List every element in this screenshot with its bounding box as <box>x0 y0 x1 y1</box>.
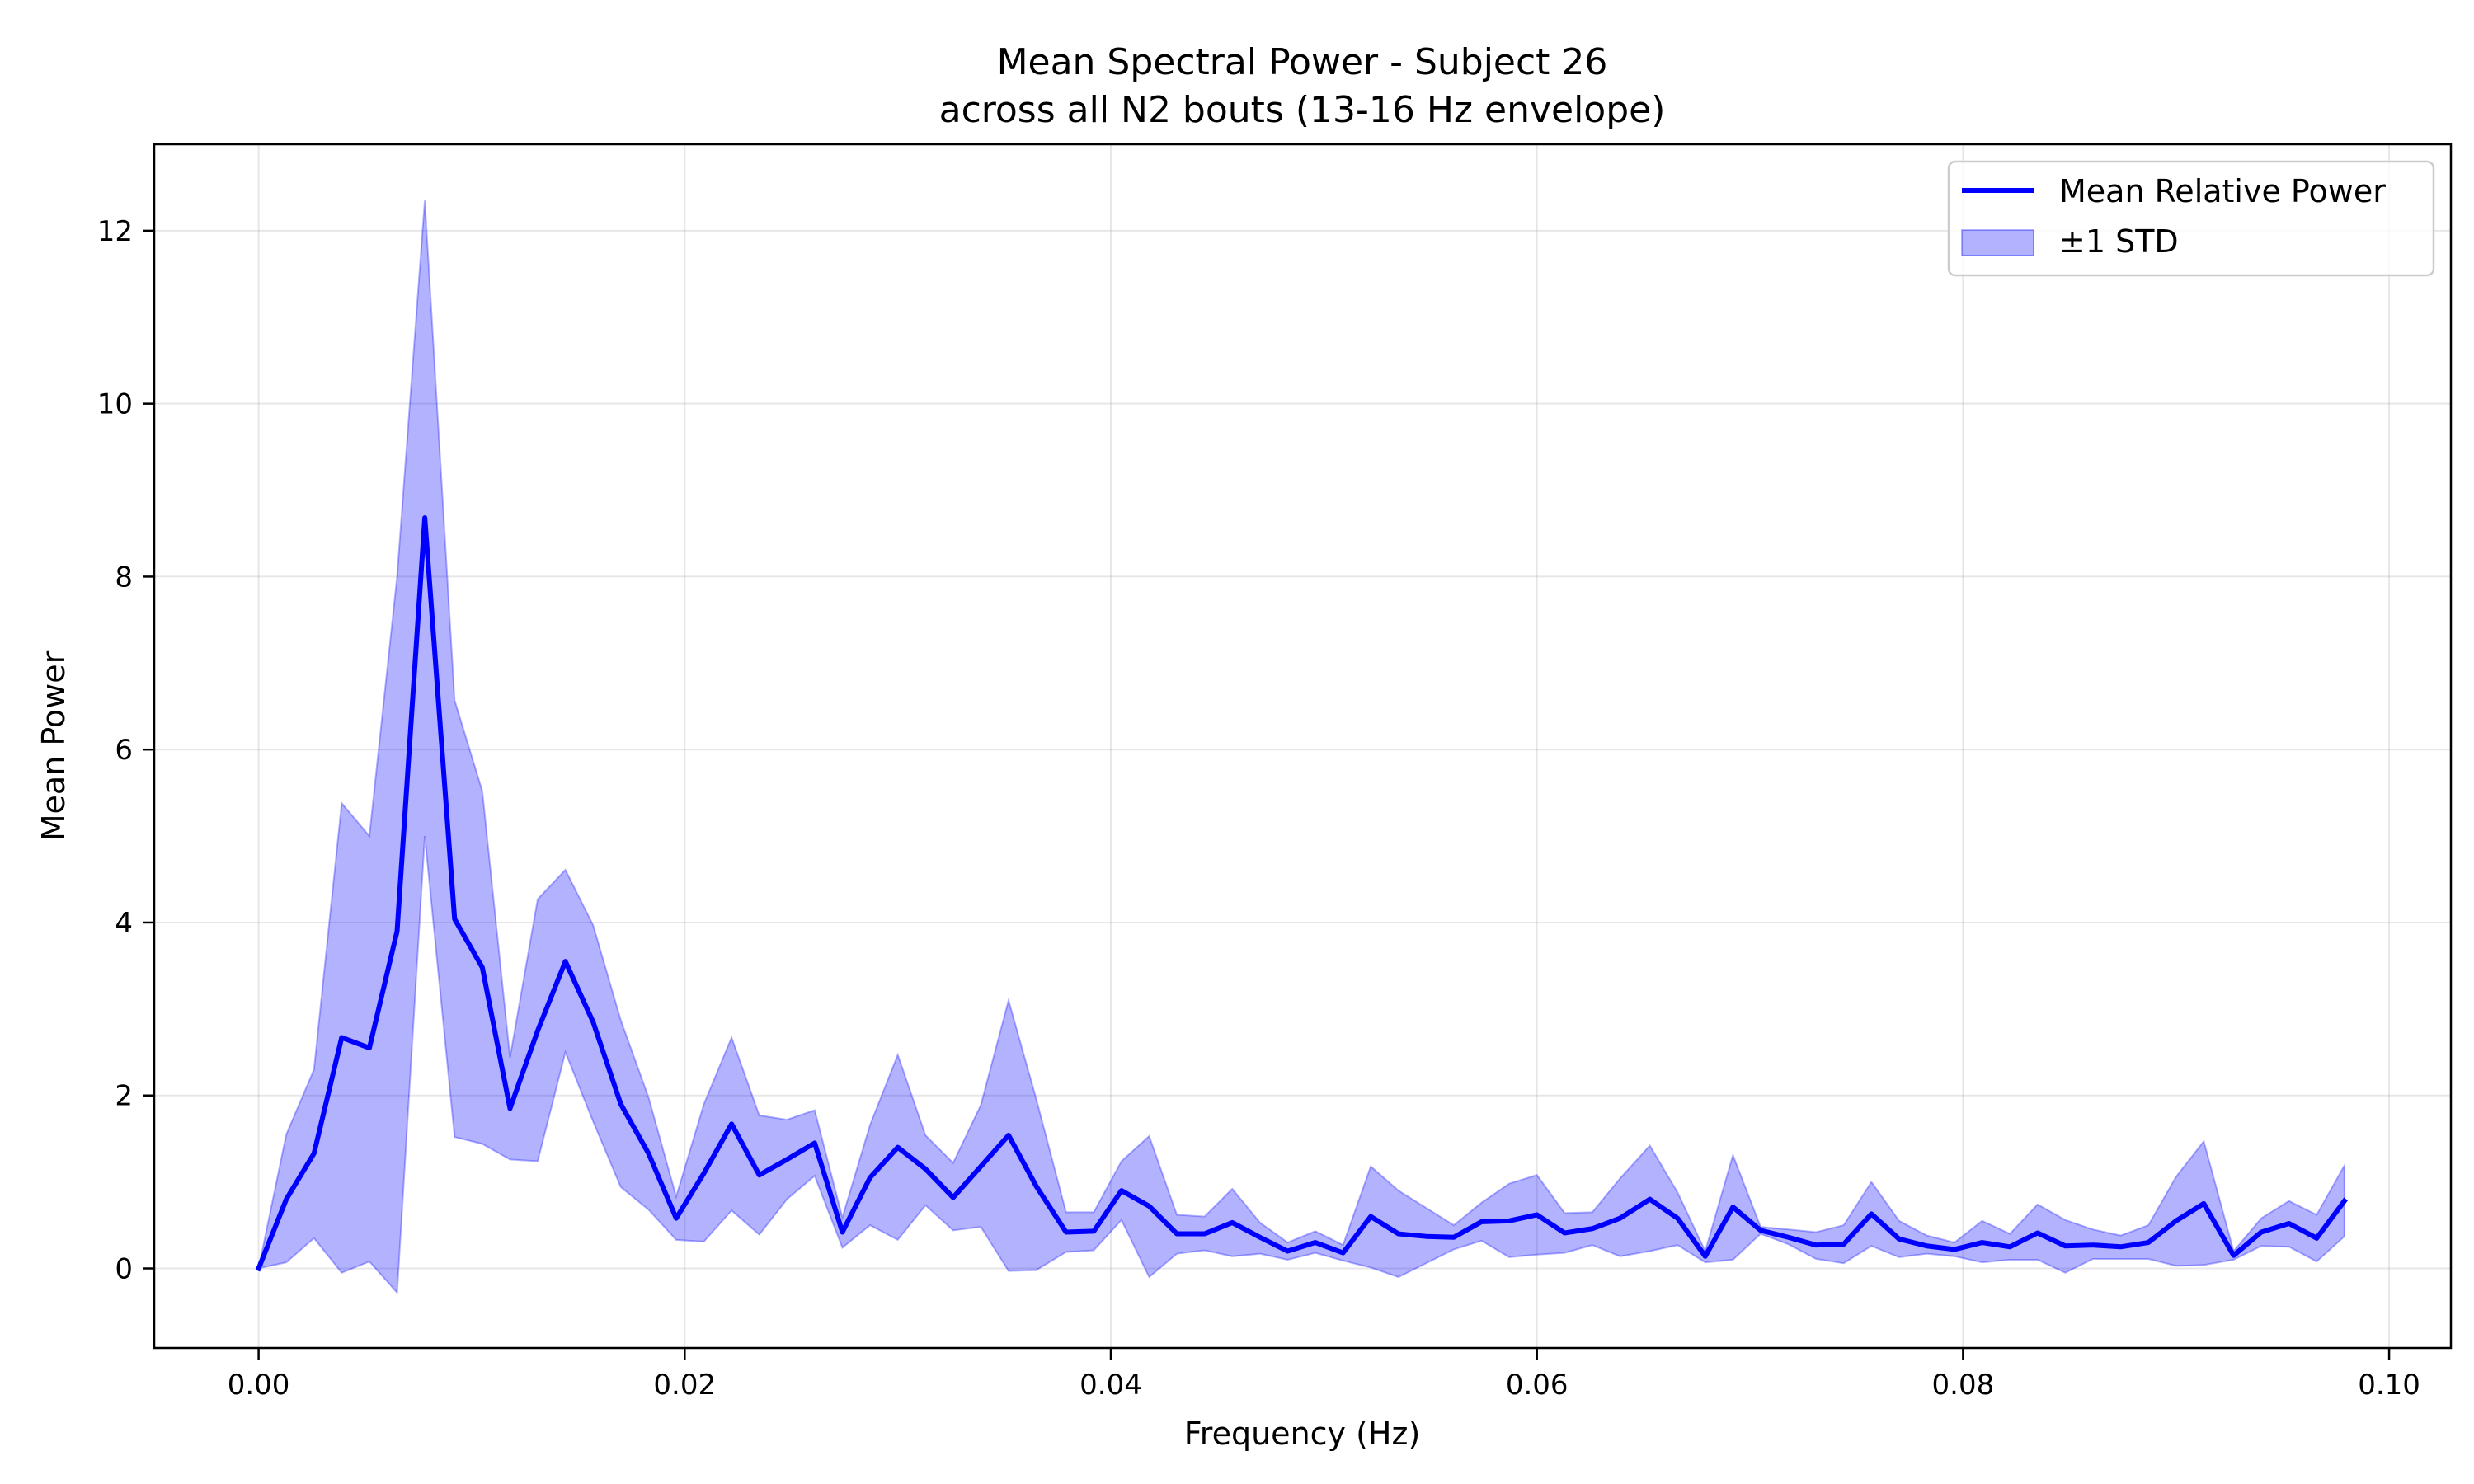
chart-subtitle: across all N2 bouts (13-16 Hz envelope) <box>939 89 1666 131</box>
y-tick-label: 12 <box>97 215 133 248</box>
x-tick-label: 0.00 <box>228 1369 290 1402</box>
chart-title: Mean Spectral Power - Subject 26 <box>997 41 1608 83</box>
x-tick-label: 0.04 <box>1079 1369 1142 1402</box>
y-axis-label: Mean Power <box>35 650 72 841</box>
legend-label-mean: Mean Relative Power <box>2059 173 2386 209</box>
x-tick-label: 0.02 <box>653 1369 716 1402</box>
x-tick-label: 0.10 <box>2358 1369 2420 1402</box>
y-tick-label: 8 <box>115 561 133 594</box>
y-tick-label: 10 <box>97 388 133 421</box>
x-axis-label: Frequency (Hz) <box>1184 1416 1421 1452</box>
legend-label-std: ±1 STD <box>2059 223 2179 260</box>
grid <box>154 144 2451 1348</box>
mean-line-layer <box>255 515 2349 1272</box>
plot-frame <box>153 143 2453 1350</box>
y-tick-label: 4 <box>115 907 133 940</box>
legend-box <box>1947 160 2435 277</box>
y-tick-label: 2 <box>115 1080 133 1113</box>
x-tick-label: 0.06 <box>1506 1369 1569 1402</box>
axis-ticks: 0.00 0.02 0.04 0.06 0.08 0.10 0 2 4 6 8 10 12 <box>97 215 2420 1402</box>
legend-band-swatch <box>1961 229 2034 256</box>
y-tick-label: 6 <box>115 734 133 767</box>
y-tick-label: 0 <box>115 1253 133 1286</box>
mean-power-line <box>255 515 2349 1272</box>
x-tick-label: 0.08 <box>1932 1369 1995 1402</box>
legend: Mean Relative Power ±1 STD <box>1947 160 2435 277</box>
